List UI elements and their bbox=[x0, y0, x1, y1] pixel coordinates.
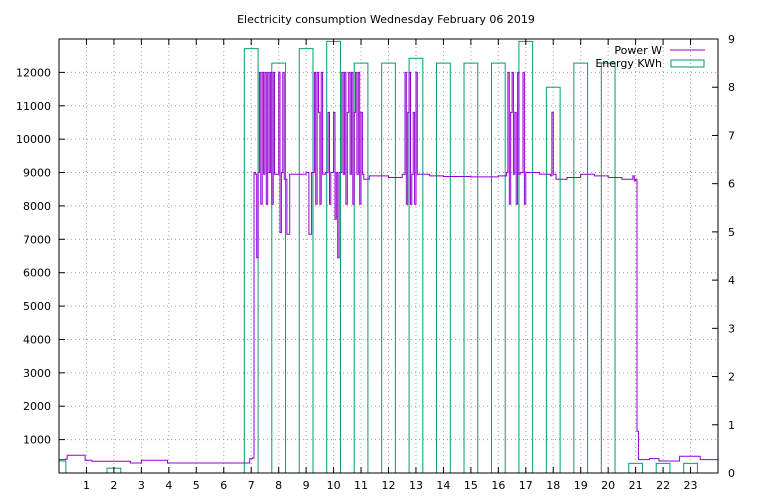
y-tick-label: 7000 bbox=[23, 233, 51, 246]
y-tick-label: 11000 bbox=[16, 100, 51, 113]
y-tick-label: 4000 bbox=[23, 333, 51, 346]
x-tick-label: 6 bbox=[220, 479, 227, 492]
chart-title: Electricity consumption Wednesday Februa… bbox=[237, 13, 535, 26]
energy-bars bbox=[58, 40, 698, 474]
y2-tick-label: 6 bbox=[728, 178, 735, 191]
y2-tick-label: 8 bbox=[728, 81, 735, 94]
x-tick-label: 12 bbox=[382, 479, 396, 492]
y2-tick-label: 9 bbox=[728, 33, 735, 46]
y-tick-label: 1000 bbox=[23, 434, 51, 447]
x-tick-label: 8 bbox=[275, 479, 282, 492]
x-tick-label: 13 bbox=[409, 479, 423, 492]
y2-tick-label: 5 bbox=[728, 226, 735, 239]
y2-tick-label: 4 bbox=[728, 274, 735, 287]
x-tick-label: 4 bbox=[165, 479, 172, 492]
x-tick-label: 2 bbox=[110, 479, 117, 492]
y-axis-right: 0 1 2 3 4 5 6 7 8 9 bbox=[712, 33, 735, 480]
y2-tick-label: 3 bbox=[728, 322, 735, 335]
x-tick-label: 1 bbox=[83, 479, 90, 492]
legend-label-energy: Energy KWh bbox=[595, 57, 662, 70]
x-tick-label: 7 bbox=[248, 479, 255, 492]
power-line bbox=[59, 71, 718, 464]
grid bbox=[59, 39, 718, 473]
x-tick-label: 5 bbox=[193, 479, 200, 492]
energy-bar bbox=[518, 40, 534, 474]
y-tick-label: 10000 bbox=[16, 133, 51, 146]
x-tick-label: 19 bbox=[574, 479, 588, 492]
x-tick-label: 17 bbox=[519, 479, 533, 492]
legend-label-power: Power W bbox=[614, 44, 662, 57]
y2-tick-label: 7 bbox=[728, 129, 735, 142]
x-tick-label: 14 bbox=[436, 479, 450, 492]
x-tick-label: 10 bbox=[327, 479, 341, 492]
y-axis-left: 1000 2000 3000 4000 5000 6000 7000 8000 9000 1000… bbox=[16, 66, 65, 447]
y2-tick-label: 1 bbox=[728, 419, 735, 432]
power-series-line bbox=[59, 71, 718, 464]
x-tick-label: 9 bbox=[303, 479, 310, 492]
x-tick-label: 18 bbox=[546, 479, 560, 492]
x-tick-label: 20 bbox=[601, 479, 615, 492]
energy-bar bbox=[298, 48, 314, 474]
y2-tick-label: 2 bbox=[728, 371, 735, 384]
x-tick-label: 11 bbox=[354, 479, 368, 492]
legend-swatch-energy bbox=[670, 59, 705, 68]
y-tick-label: 2000 bbox=[23, 400, 51, 413]
x-tick-label: 16 bbox=[491, 479, 505, 492]
x-tick-label: 3 bbox=[138, 479, 145, 492]
x-tick-label: 21 bbox=[629, 479, 643, 492]
x-axis: 1 2 3 4 5 6 7 8 9 10 11 12 13 14 15 16 17 18 19 20 21 22 23 bbox=[83, 39, 698, 492]
y-tick-label: 9000 bbox=[23, 167, 51, 180]
y-tick-label: 5000 bbox=[23, 300, 51, 313]
x-tick-label: 22 bbox=[656, 479, 670, 492]
y-tick-label: 8000 bbox=[23, 200, 51, 213]
y2-tick-label: 0 bbox=[728, 467, 735, 480]
energy-bar bbox=[243, 48, 259, 474]
legend: Power W Energy KWh bbox=[595, 44, 705, 70]
energy-bar bbox=[58, 460, 67, 474]
y-tick-label: 3000 bbox=[23, 367, 51, 380]
y-tick-label: 12000 bbox=[16, 66, 51, 79]
x-tick-label: 15 bbox=[464, 479, 478, 492]
x-tick-label: 23 bbox=[684, 479, 698, 492]
y-tick-label: 6000 bbox=[23, 267, 51, 280]
